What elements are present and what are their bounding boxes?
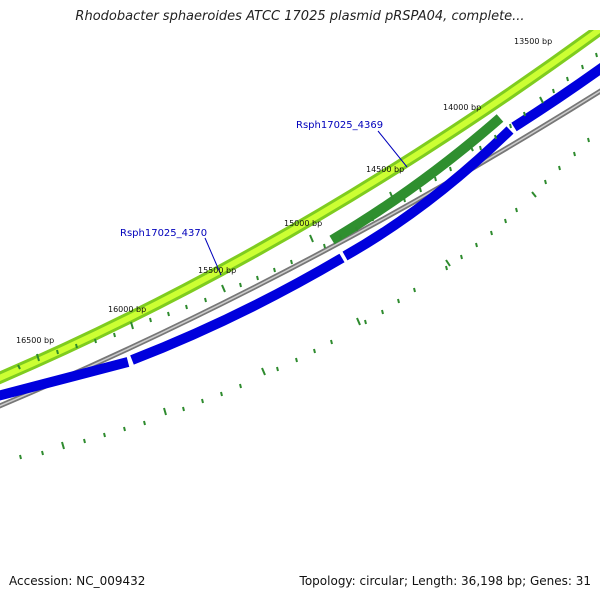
bp-label-14000: 14000 bp (443, 103, 481, 112)
bp-label-15000: 15000 bp (284, 219, 322, 228)
cds-segment-2[interactable] (130, 253, 345, 365)
gene-label-line-4369 (377, 130, 408, 168)
map-title: Rhodobacter sphaeroides ATCC 17025 plasm… (75, 9, 525, 24)
bp-label-14500: 14500 bp (366, 165, 404, 174)
gene-label-line-4370 (204, 237, 222, 276)
highlighted-gene[interactable] (329, 114, 504, 245)
gene-label-rsph17025-4370[interactable]: Rsph17025_4370 (120, 228, 207, 239)
cds-segment-1[interactable] (0, 357, 130, 401)
bp-label-15500: 15500 bp (198, 266, 236, 275)
outer-gene-ring[interactable] (0, 22, 600, 385)
cds-segment-4[interactable] (511, 62, 600, 132)
summary-text: Topology: circular; Length: 36,198 bp; G… (299, 574, 591, 588)
accession-text: Accession: NC_009432 (9, 574, 146, 588)
inner-ticks (19, 137, 590, 460)
cds-segment-3[interactable] (342, 126, 514, 261)
bp-label-16500: 16500 bp (16, 336, 54, 345)
outer-ticks (17, 52, 598, 370)
bp-label-13500: 13500 bp (514, 37, 552, 46)
bp-label-16000: 16000 bp (108, 305, 146, 314)
gene-label-rsph17025-4369[interactable]: Rsph17025_4369 (296, 120, 383, 131)
